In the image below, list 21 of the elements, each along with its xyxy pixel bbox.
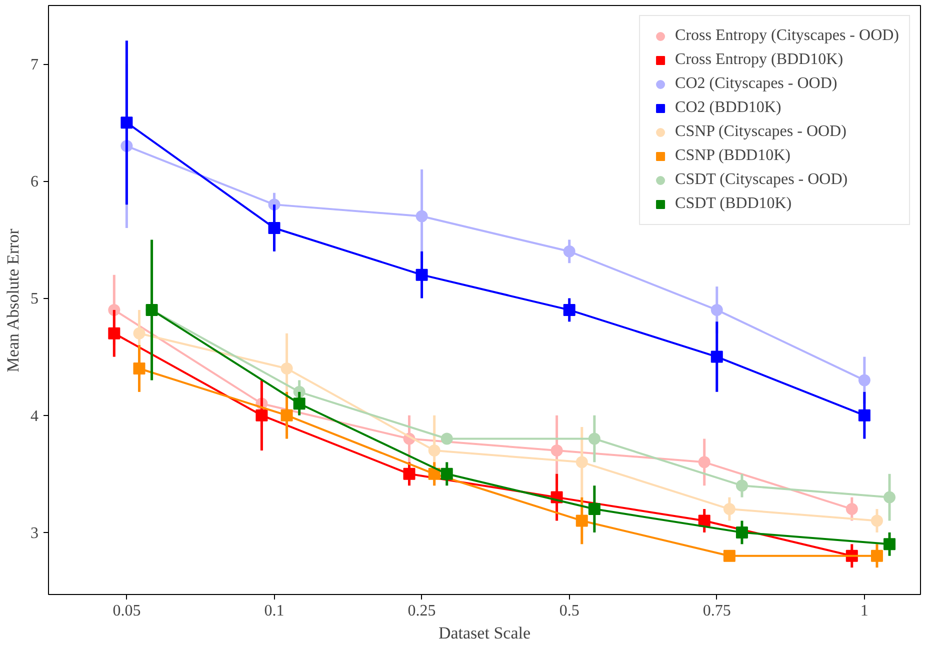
x-tick-label: 0.05 — [112, 602, 141, 620]
x-tick-label: 0.1 — [264, 602, 284, 620]
legend-label: CSDT (BDD10K) — [675, 195, 792, 213]
x-tick-label: 0.5 — [559, 602, 580, 620]
legend-label: Cross Entropy (Cityscapes - OOD) — [675, 27, 899, 45]
x-tick-label: 0.75 — [702, 602, 731, 620]
y-tick-label: 4 — [30, 408, 38, 425]
legend-label: CSNP (Cityscapes - OOD) — [675, 123, 846, 141]
legend-label: CSDT (Cityscapes - OOD) — [675, 171, 848, 189]
legend-label: Cross Entropy (BDD10K) — [675, 51, 844, 69]
x-axis-title: Dataset Scale — [438, 624, 531, 642]
legend-label: CO2 (BDD10K) — [675, 99, 782, 117]
legend-label: CSNP (BDD10K) — [675, 147, 790, 165]
y-tick-label: 5 — [30, 290, 38, 308]
x-tick-label: 0.25 — [408, 602, 436, 620]
y-tick-label: 6 — [30, 174, 38, 191]
x-tick-label: 1 — [860, 602, 868, 620]
y-tick-label: 7 — [30, 56, 38, 74]
y-axis-title: Mean Absolute Error — [4, 228, 22, 372]
legend-label: CO2 (Cityscapes - OOD) — [675, 75, 838, 93]
y-tick-label: 3 — [30, 524, 38, 542]
